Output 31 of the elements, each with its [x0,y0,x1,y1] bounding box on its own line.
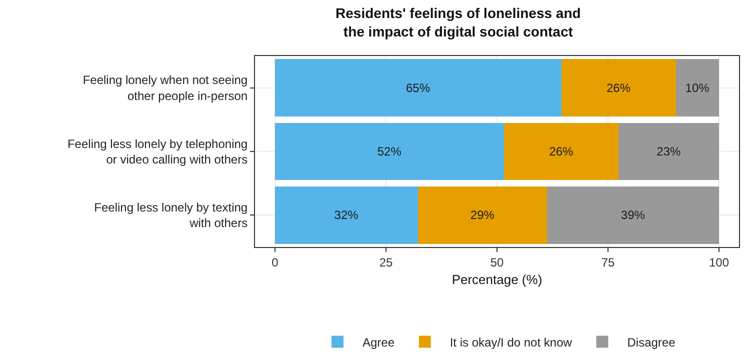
data-label: 23% [656,144,682,158]
x-tick-label: 50 [490,255,504,270]
data-label: 26% [549,144,574,158]
bar [418,186,548,244]
bar [561,59,676,116]
data-label: 65% [406,80,430,95]
bar [618,122,720,180]
data-label: 26% [606,80,631,95]
data-label: 39% [620,208,646,222]
data-label: 52% [377,144,402,158]
bar [504,122,619,180]
data-label: 32% [334,208,359,222]
bar [274,122,504,180]
x-tick-label: 0 [272,255,279,270]
bar [274,186,418,244]
bar [274,59,562,116]
y-tick-label: Feeling less lonely by telephoning or video calling with others [67,136,248,166]
data-label: 10% [685,80,710,95]
x-tick-label: 25 [379,255,393,270]
legend-label: Disagree [627,335,676,350]
bar [676,59,720,116]
y-tick-label: Feeling less lonely by texting with others [94,200,248,230]
x-axis-title: Percentage (%) [452,272,542,287]
x-tick-label: 100 [709,255,730,270]
data-label: 29% [470,208,495,222]
legend-label: Agree [362,335,395,350]
x-tick-label: 75 [601,255,616,270]
chart-title: Residents' feelings of loneliness and the impact of digital social contact [336,5,581,40]
y-tick-label: Feeling lonely when not seeing other people in-person [82,73,248,103]
bar [547,186,720,244]
legend-label: It is okay/I do not know [450,335,572,350]
